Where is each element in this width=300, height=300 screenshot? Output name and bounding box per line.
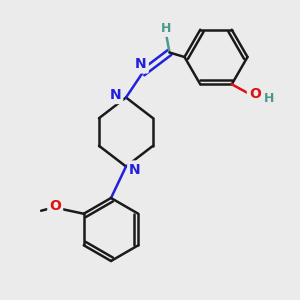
Text: H: H: [161, 22, 172, 35]
Text: N: N: [110, 88, 121, 102]
Text: N: N: [129, 163, 141, 176]
Text: N: N: [135, 58, 147, 71]
Text: O: O: [49, 199, 61, 213]
Text: O: O: [249, 87, 261, 101]
Text: H: H: [263, 92, 274, 105]
